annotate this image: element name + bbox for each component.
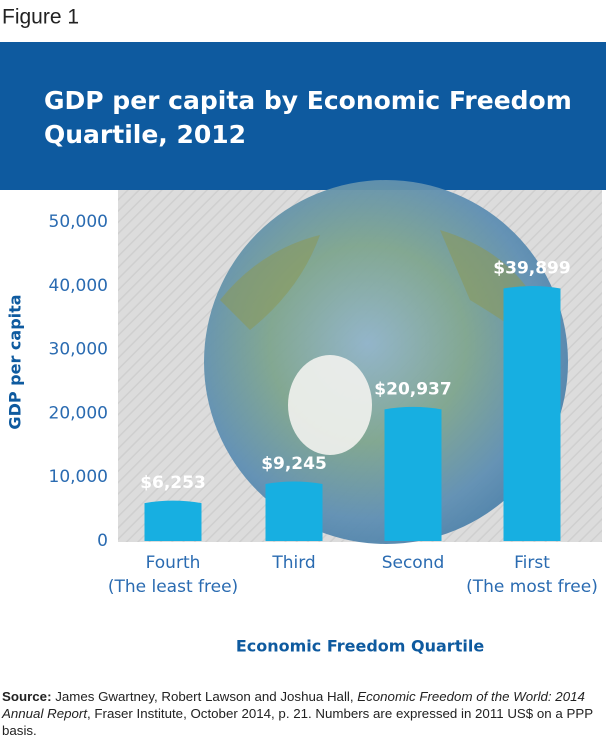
x-tick-label: Third bbox=[271, 553, 315, 573]
bar bbox=[503, 285, 561, 541]
x-tick-label: Second bbox=[382, 553, 445, 573]
greenland bbox=[288, 355, 372, 455]
chart-title-line: GDP per capita by Economic Freedom bbox=[44, 86, 572, 115]
y-tick-label: 10,000 bbox=[49, 467, 108, 487]
x-tick-label: (The most free) bbox=[466, 577, 598, 597]
y-tick-label: 20,000 bbox=[49, 403, 108, 423]
x-tick-label: (The least free) bbox=[108, 577, 238, 597]
data-label: $20,937 bbox=[374, 379, 451, 399]
title-banner bbox=[0, 42, 606, 190]
bar bbox=[384, 406, 442, 541]
y-tick-label: 0 bbox=[97, 531, 108, 551]
y-tick-label: 40,000 bbox=[49, 276, 108, 296]
source-note: Source: James Gwartney, Robert Lawson an… bbox=[2, 688, 602, 739]
plot: 0 10,000 20,000 30,000 40,000 50,000 $6,253 Fou… bbox=[49, 212, 598, 597]
y-tick-label: 30,000 bbox=[49, 340, 108, 360]
bar bbox=[265, 481, 323, 541]
x-tick-label: Fourth bbox=[146, 553, 201, 573]
chart: Figure 1 GDP per capita by Economic Free… bbox=[0, 6, 606, 656]
figure-label: Figure 1 bbox=[2, 6, 79, 29]
y-axis-label: GDP per capita bbox=[6, 294, 25, 429]
landmass bbox=[220, 235, 320, 330]
source-title: Economic Freedom of the World: 2014 Annu… bbox=[2, 689, 585, 721]
source-text: , Fraser Institute, October 2014, p. 21.… bbox=[2, 706, 593, 738]
data-label: $6,253 bbox=[140, 473, 206, 493]
bar bbox=[144, 500, 202, 541]
data-label: $9,245 bbox=[261, 454, 327, 474]
x-axis-label: Economic Freedom Quartile bbox=[236, 637, 484, 656]
chart-title-line: Quartile, 2012 bbox=[44, 120, 246, 149]
data-label: $39,899 bbox=[493, 258, 570, 278]
source-text: James Gwartney, Robert Lawson and Joshua… bbox=[51, 689, 358, 704]
x-tick-label: First bbox=[514, 553, 550, 573]
y-tick-label: 50,000 bbox=[49, 212, 108, 232]
source-label: Source: bbox=[2, 689, 52, 704]
chart-title: GDP per capita by Economic Freedom Quarti… bbox=[44, 86, 572, 149]
